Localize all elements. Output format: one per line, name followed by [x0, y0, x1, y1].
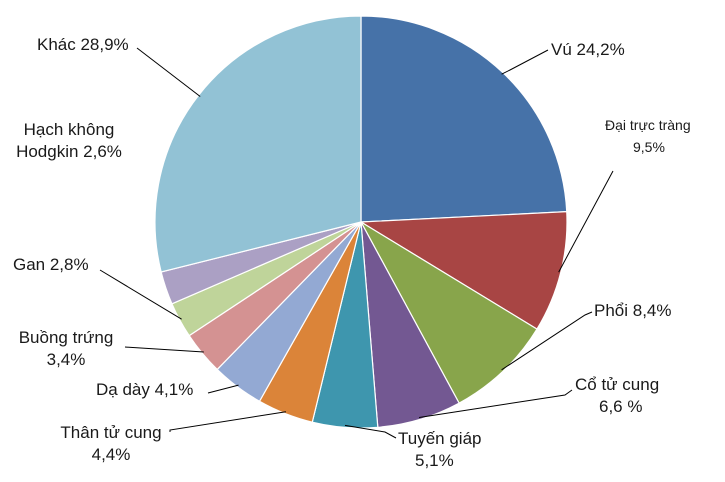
- pie-slices: [154, 15, 568, 429]
- pie-slice-1: [359, 211, 568, 330]
- slice-label-10: Khác 28,9%: [37, 35, 129, 54]
- leader-line-8: [99, 269, 182, 320]
- slice-label-0: Vú 24,2%: [551, 40, 625, 59]
- slice-label-1: Đại trực tràng 9,5%: [605, 117, 691, 155]
- slice-label-6: Dạ dày 4,1%: [96, 380, 193, 399]
- leader-line-7: [124, 346, 204, 353]
- leader-line-6: [207, 384, 239, 394]
- label-leader-lines: [99, 47, 614, 439]
- leader-line-3: [419, 389, 573, 418]
- slice-label-2: Phổi 8,4%: [594, 301, 672, 320]
- leader-line-0: [501, 49, 549, 75]
- leader-line-2: [501, 311, 593, 371]
- slice-label-3: Cổ tử cung 6,6 %: [575, 375, 659, 416]
- slice-label-5: Thân tử cung 4,4%: [60, 423, 161, 464]
- pie-slice-0: [360, 15, 568, 223]
- slice-labels: Vú 24,2% Đại trực tràng 9,5% Phổi 8,4% Cổ tử…: [13, 35, 691, 470]
- slice-label-8: Gan 2,8%: [13, 255, 89, 274]
- slice-label-9: Hạch không Hodgkin 2,6%: [16, 120, 122, 161]
- slice-label-4: Tuyến giáp 5,1%: [398, 429, 481, 470]
- pie-slice-2: [359, 220, 538, 404]
- slice-label-7: Buồng trứng 3,4%: [19, 328, 114, 369]
- leader-line-1: [558, 170, 614, 273]
- leader-line-5: [169, 411, 286, 432]
- leader-line-10: [136, 47, 201, 97]
- leader-line-4: [344, 424, 397, 439]
